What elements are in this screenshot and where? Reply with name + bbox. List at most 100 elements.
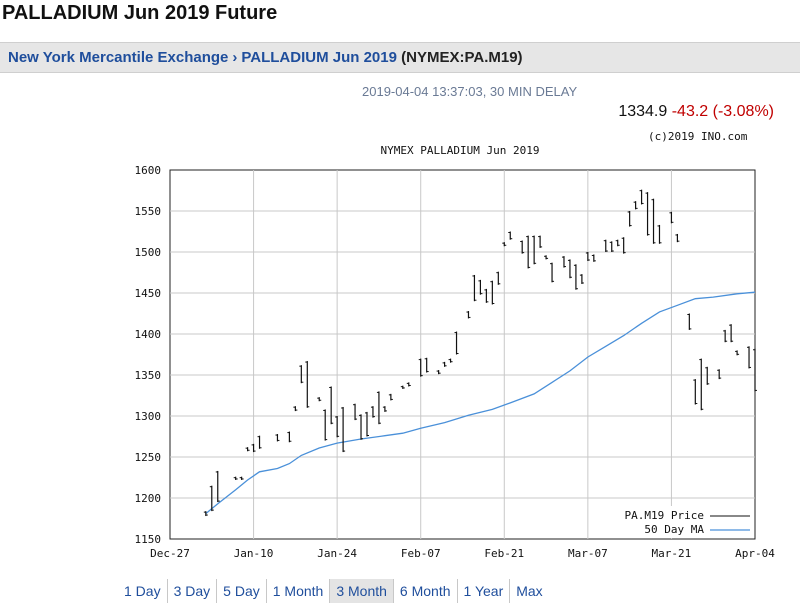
plot-area — [169, 169, 756, 540]
quote-timestamp: 2019-04-04 13:37:03, 30 MIN DELAY — [362, 84, 578, 99]
y-tick-label: 1450 — [135, 287, 162, 300]
range-1-month[interactable]: 1 Month — [267, 579, 331, 603]
price-bar — [609, 241, 614, 252]
price-bar — [669, 211, 674, 224]
price-bar — [753, 348, 757, 392]
range-3-month[interactable]: 3 Month — [330, 579, 394, 603]
price-bar — [418, 358, 423, 377]
price-bar — [436, 370, 441, 375]
breadcrumb: New York Mercantile Exchange › PALLADIUM J… — [0, 42, 800, 73]
y-tick-label: 1550 — [135, 205, 162, 218]
y-tick-label: 1150 — [135, 533, 162, 546]
price-bar — [251, 443, 256, 453]
price-bar — [687, 313, 692, 330]
price-bar — [693, 379, 698, 405]
page-title: PALLADIUM Jun 2019 Future — [2, 2, 278, 24]
quote-summary: 1334.9 -43.2 (-3.08%) — [618, 103, 774, 121]
grid — [170, 170, 755, 539]
price-bar — [567, 259, 572, 279]
ma-series — [205, 291, 756, 515]
price-bar — [382, 406, 387, 412]
range-1-day[interactable]: 1 Day — [118, 579, 168, 603]
x-tick-label: Feb-21 — [484, 547, 524, 560]
range-5-day[interactable]: 5 Day — [217, 579, 267, 603]
price-bar — [729, 324, 734, 343]
price-bar — [317, 397, 322, 402]
price-bar — [424, 357, 429, 373]
x-axis-labels: Dec-27 Jan-10 Jan-24 Feb-07 Feb-21 Mar-07 Mar-… — [150, 547, 775, 560]
price-bar — [293, 406, 298, 412]
price-bar — [591, 254, 596, 262]
price-bar — [305, 361, 310, 408]
price-bar — [675, 233, 680, 243]
range-1-year[interactable]: 1 Year — [458, 579, 511, 603]
price-bar — [442, 361, 447, 367]
price-bar — [388, 393, 393, 401]
price-bar — [657, 224, 662, 244]
price-bar — [717, 369, 722, 380]
price-bar — [341, 406, 346, 453]
price-bar — [550, 262, 555, 283]
price-bar — [496, 271, 501, 285]
range-6-month[interactable]: 6 Month — [394, 579, 458, 603]
price-bar — [538, 235, 543, 248]
price-bar — [526, 235, 531, 269]
price-bar — [585, 252, 590, 262]
x-tick-label: Dec-27 — [150, 547, 190, 560]
price-bar — [490, 280, 495, 305]
price-bar — [353, 403, 358, 421]
price-bar — [621, 237, 626, 254]
last-price: 1334.9 — [618, 103, 668, 120]
y-tick-label: 1400 — [135, 328, 162, 341]
price-bar — [699, 358, 704, 411]
x-tick-label: Feb-07 — [401, 547, 441, 560]
range-selector: 1 Day 3 Day 5 Day 1 Month 3 Month 6 Month 1 Ye… — [118, 579, 549, 605]
x-tick-label: Mar-07 — [568, 547, 608, 560]
x-tick-label: Jan-24 — [317, 547, 357, 560]
breadcrumb-exchange-link[interactable]: New York Mercantile Exchange — [8, 49, 229, 66]
price-bar — [364, 411, 369, 437]
price-bar — [502, 242, 507, 247]
legend-price-label: PA.M19 Price — [625, 509, 704, 522]
price-bar — [633, 201, 638, 210]
price-bar — [359, 414, 364, 440]
price-bar — [478, 279, 483, 295]
price-bar — [532, 235, 537, 265]
ma-line — [205, 291, 756, 515]
y-tick-label: 1350 — [135, 369, 162, 382]
x-tick-label: Apr-04 — [735, 547, 775, 560]
price-bar — [520, 240, 525, 254]
price-bar — [287, 431, 292, 443]
price-bar — [639, 189, 644, 205]
price-bar — [735, 350, 740, 356]
price-bar — [239, 476, 244, 480]
legend-ma-label: 50 Day MA — [644, 523, 704, 536]
x-tick-label: Jan-10 — [234, 547, 274, 560]
price-change-percent: (-3.08%) — [712, 103, 774, 120]
breadcrumb-separator: › — [232, 49, 238, 66]
price-bar — [245, 447, 250, 452]
price-bar — [651, 198, 656, 244]
price-bar — [257, 435, 262, 449]
price-bar — [233, 476, 238, 480]
legend-box — [612, 506, 754, 538]
range-3-day[interactable]: 3 Day — [168, 579, 218, 603]
price-bar — [747, 346, 752, 369]
y-tick-label: 1600 — [135, 164, 162, 177]
price-bar — [508, 231, 513, 240]
y-tick-label: 1250 — [135, 451, 162, 464]
price-bar — [275, 434, 280, 442]
price-bar — [215, 470, 220, 503]
price-bar — [454, 331, 459, 355]
y-tick-label: 1200 — [135, 492, 162, 505]
legend: PA.M19 Price 50 Day MA — [612, 506, 754, 538]
price-bar — [645, 192, 650, 236]
price-bar — [472, 274, 477, 302]
breadcrumb-contract-link[interactable]: PALLADIUM Jun 2019 — [241, 49, 397, 66]
chart-copyright: (c)2019 INO.com — [648, 130, 748, 143]
price-bar — [484, 288, 489, 303]
price-bar — [544, 255, 549, 260]
range-max[interactable]: Max — [516, 583, 543, 599]
price-bar — [615, 239, 620, 247]
price-bar — [448, 358, 453, 363]
